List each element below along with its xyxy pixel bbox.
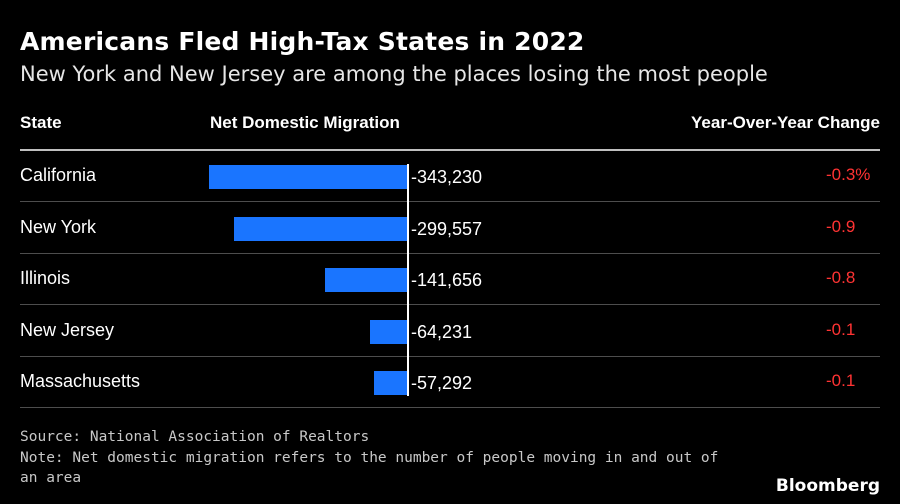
yoy-change-value: -0.3% (826, 165, 871, 184)
state-label: Massachusetts (20, 371, 141, 392)
migration-table: California -343,230 -0.3% New York -299,557 -… (0, 151, 900, 409)
migration-value-label: -57,292 (411, 373, 473, 394)
migration-value-label: -343,230 (411, 167, 483, 187)
zero-axis-line (407, 164, 409, 396)
table-row: Illinois -141,656 -0.8 (20, 254, 880, 306)
state-label: Illinois (20, 268, 71, 289)
yoy-change-value: -0.8 (826, 268, 856, 288)
column-header-net-migration: Net Domestic Migration (210, 113, 400, 132)
migration-bar (209, 165, 407, 189)
bloomberg-logo: Bloomberg (775, 476, 880, 496)
footnote-line-2: an area (20, 470, 82, 486)
migration-bar (234, 216, 407, 241)
migration-value-label: -299,557 (411, 218, 483, 239)
migration-bar (369, 319, 407, 344)
state-label: New York (20, 216, 97, 237)
table-row: California -343,230 -0.3% (20, 151, 880, 202)
column-header-state: State (20, 113, 62, 132)
migration-value-label: -141,656 (411, 270, 483, 291)
column-header-yoy-change: Year-Over-Year Change (691, 113, 880, 132)
chart-subtitle: New York and New Jersey are among the pl… (20, 62, 768, 86)
source-note: Source: National Association of Realtors (20, 429, 370, 445)
table-row: Massachusetts -57,292 -0.1 (20, 357, 880, 409)
state-label: California (20, 165, 97, 185)
yoy-change-value: -0.1 (826, 371, 856, 391)
migration-value-label: -64,231 (411, 321, 473, 342)
migration-bar (373, 371, 407, 396)
table-row: New York -299,557 -0.9 (20, 203, 880, 254)
chart-title: Americans Fled High-Tax States in 2022 (20, 27, 585, 56)
yoy-change-value: -0.1 (826, 319, 856, 339)
footnote-line-1: Note: Net domestic migration refers to t… (20, 450, 719, 466)
header-divider (20, 149, 880, 151)
state-label: New Jersey (20, 319, 115, 340)
yoy-change-value: -0.9 (826, 216, 856, 236)
migration-bar (325, 268, 407, 293)
table-row: New Jersey -64,231 -0.1 (20, 306, 880, 357)
